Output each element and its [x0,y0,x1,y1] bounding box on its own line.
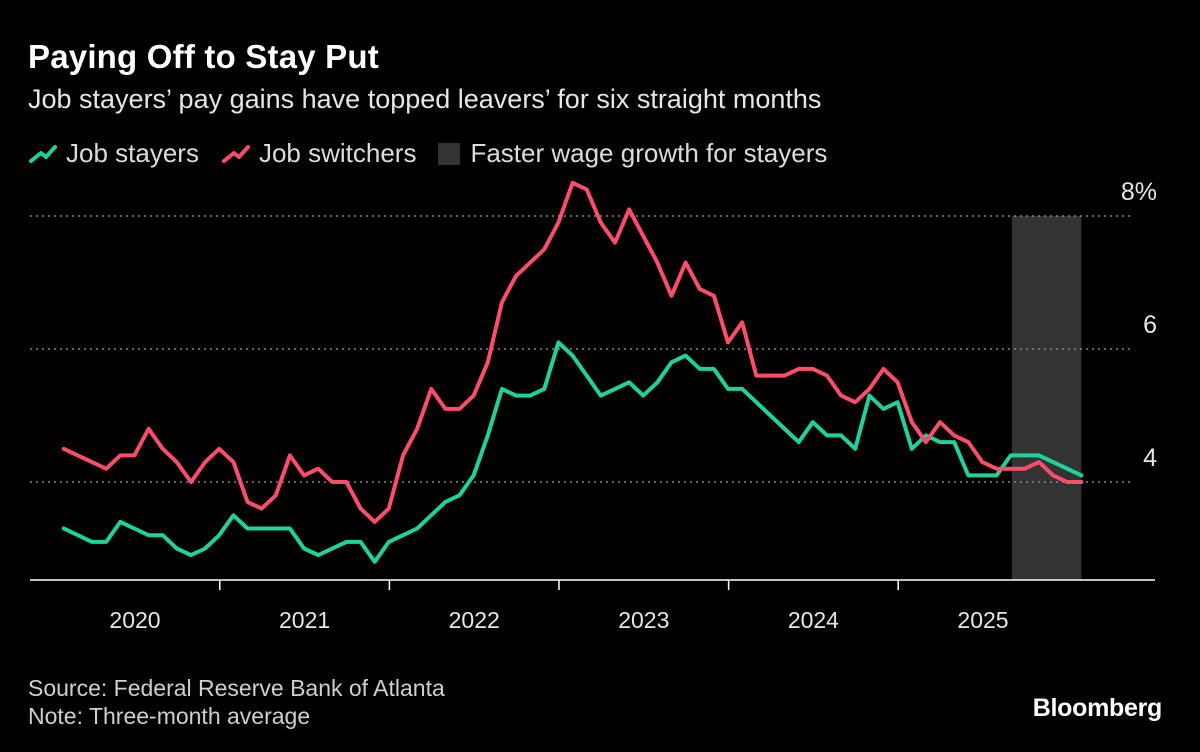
legend-stayers-label: Job stayers [66,138,199,168]
legend-item-switchers: Job switchers [221,138,417,169]
x-tick-label: 2024 [788,607,839,633]
switchers-line [61,180,1084,524]
x-tick-label: 2020 [109,607,160,633]
axis-layer: 4 6 8% 2020 2021 2022 2023 2024 2025 [30,178,1157,633]
legend-switchers-label: Job switchers [258,138,417,168]
legend-stayers-swatch-icon [29,144,57,163]
legend-shaded-swatch-icon [438,142,461,165]
legend: Job stayers Job switchers Faster wage gr… [28,138,849,169]
legend-item-stayers: Job stayers [28,138,199,169]
legend-switchers-swatch-icon [221,144,250,163]
chart-title: Paying Off to Stay Put [28,38,379,75]
y-tick-label: 6 [1143,311,1157,339]
y-tick-label: 4 [1143,444,1157,472]
x-tick-label: 2021 [279,607,330,633]
series-layer [61,180,1084,564]
source-text: Source: Federal Reserve Bank of Atlanta [28,675,445,701]
x-tick-label: 2022 [449,607,500,633]
legend-item-shaded: Faster wage growth for stayers [438,138,827,169]
y-tick-label: 8% [1121,178,1157,206]
x-tick-label: 2023 [618,607,669,633]
bloomberg-logo: Bloomberg [1032,694,1163,722]
note-text: Note: Three-month average [28,703,311,729]
shaded-region [1011,216,1082,580]
footnotes: Source: Federal Reserve Bank of Atlanta … [28,674,445,730]
chart-subtitle: Job stayers’ pay gains have topped leave… [28,84,822,114]
legend-shaded-label: Faster wage growth for stayers [470,138,828,168]
x-tick-label: 2025 [957,607,1008,633]
shade-layer [1011,216,1082,580]
stayers-line [61,340,1084,564]
